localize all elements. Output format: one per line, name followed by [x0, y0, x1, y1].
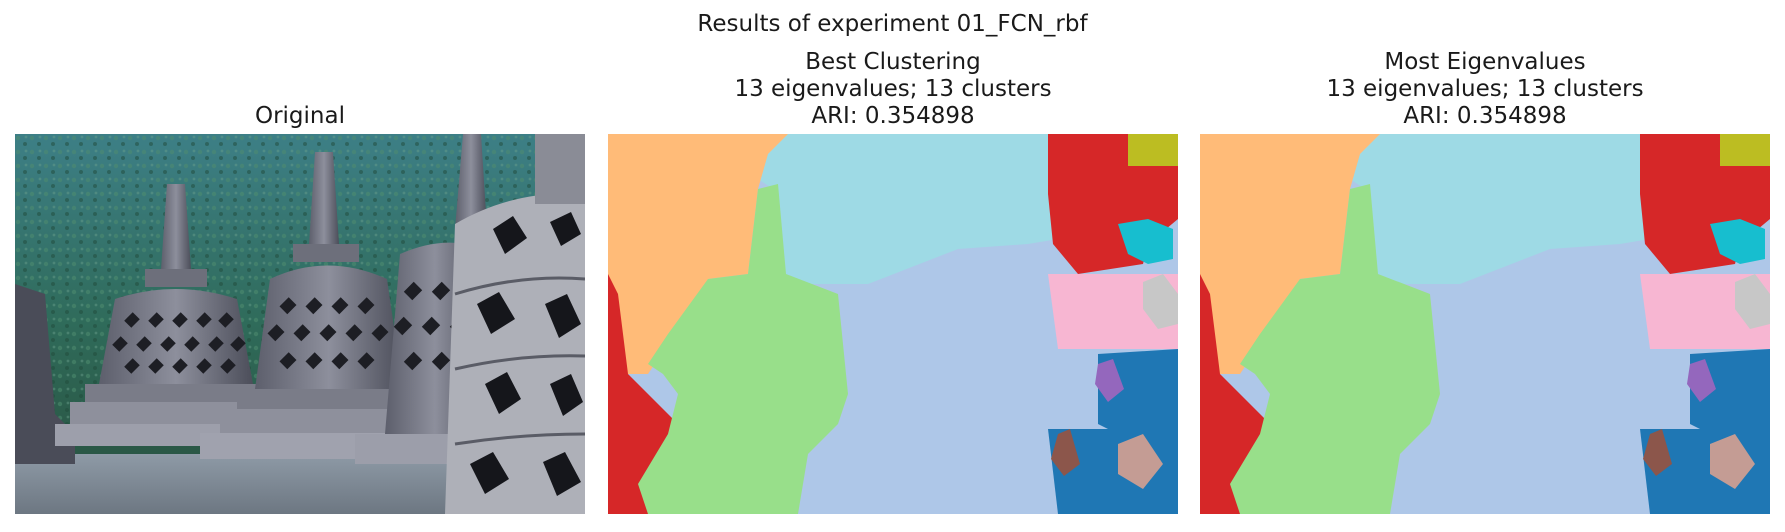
cluster-region	[1710, 219, 1765, 264]
panel-most-eigenvalues: Most Eigenvalues 13 eigenvalues; 13 clus…	[1200, 38, 1770, 514]
panel-original: Original	[15, 38, 585, 514]
cluster-region	[1098, 349, 1178, 439]
panel-title: Best Clustering 13 eigenvalues; 13 clust…	[608, 38, 1178, 134]
segmentation-map-icon	[1200, 134, 1770, 514]
panel-best-clustering: Best Clustering 13 eigenvalues; 13 clust…	[608, 38, 1178, 514]
cluster-region	[1095, 359, 1124, 402]
cluster-region	[1118, 219, 1173, 264]
cluster-region	[1051, 429, 1080, 476]
cluster-region	[1200, 134, 1380, 374]
cluster-region	[608, 134, 788, 374]
panel-title-line: Best Clustering	[805, 49, 981, 75]
cluster-region	[608, 134, 1178, 284]
figure-title: Results of experiment 01_FCN_rbf	[697, 11, 1088, 37]
photo-temple-stupas-icon	[15, 134, 585, 514]
segmentation-map-icon	[608, 134, 1178, 514]
cluster-region	[1643, 429, 1672, 476]
cluster-region	[638, 184, 848, 514]
segmentation-image	[1200, 134, 1770, 514]
panel-title: Original	[15, 38, 585, 134]
cluster-region	[1200, 134, 1770, 284]
cluster-region	[1143, 274, 1178, 329]
panel-title-line: Most Eigenvalues	[1384, 49, 1586, 75]
cluster-region	[1710, 434, 1755, 489]
cluster-region	[1230, 184, 1440, 514]
cluster-region	[1128, 134, 1178, 166]
panel-title-line: ARI: 0.354898	[1403, 103, 1567, 129]
cluster-region	[1735, 274, 1770, 329]
panel-title-line: 13 eigenvalues; 13 clusters	[1326, 76, 1644, 102]
cluster-region	[1720, 134, 1770, 166]
cluster-region	[1690, 349, 1770, 439]
panel-title-line: Original	[254, 103, 345, 129]
cluster-region	[1687, 359, 1716, 402]
cluster-region	[1118, 434, 1163, 489]
panel-title-line: 13 eigenvalues; 13 clusters	[734, 76, 1052, 102]
original-image	[15, 134, 585, 514]
panel-title: Most Eigenvalues 13 eigenvalues; 13 clus…	[1200, 38, 1770, 134]
panel-title-line: ARI: 0.354898	[811, 103, 975, 129]
segmentation-image	[608, 134, 1178, 514]
